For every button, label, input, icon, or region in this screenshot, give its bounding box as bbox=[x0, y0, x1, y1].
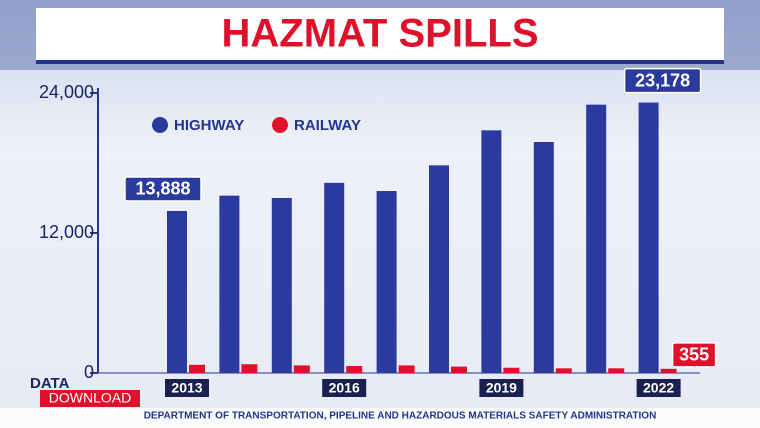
bar bbox=[533, 142, 554, 373]
bar bbox=[638, 102, 659, 373]
legend-swatch bbox=[152, 117, 168, 133]
x-tick-label: 2013 bbox=[171, 380, 202, 396]
bar bbox=[293, 365, 310, 373]
bar bbox=[586, 104, 607, 374]
y-tick-label: 12,000 bbox=[39, 222, 94, 242]
bar bbox=[555, 368, 572, 373]
year-box bbox=[479, 379, 524, 397]
brand-data: DATA bbox=[30, 375, 70, 392]
value-label-box bbox=[124, 176, 202, 202]
chart-title: HAZMAT SPILLS bbox=[221, 12, 538, 56]
bar bbox=[398, 365, 415, 373]
bar bbox=[324, 182, 345, 373]
bar bbox=[167, 210, 187, 373]
value-label: 355 bbox=[679, 345, 709, 365]
bar bbox=[346, 366, 363, 373]
title-underline bbox=[36, 60, 724, 64]
source: DEPARTMENT OF TRANSPORTATION, PIPELINE A… bbox=[144, 411, 657, 422]
bar bbox=[189, 364, 205, 373]
x-tick-label: 2019 bbox=[486, 380, 517, 396]
x-tick-label: 2016 bbox=[329, 380, 360, 396]
bar bbox=[271, 198, 292, 373]
legend-label: RAILWAY bbox=[294, 117, 361, 134]
bar bbox=[241, 364, 258, 373]
brand-download: DOWNLOAD bbox=[49, 390, 131, 406]
y-tick-label: 0 bbox=[84, 362, 94, 382]
bar bbox=[429, 165, 449, 373]
footer-band bbox=[0, 408, 760, 428]
value-label: 13,888 bbox=[135, 179, 190, 199]
bar bbox=[376, 191, 397, 373]
year-box bbox=[322, 379, 367, 397]
bar bbox=[481, 130, 502, 373]
bar bbox=[219, 195, 240, 373]
bar bbox=[451, 366, 467, 373]
legend-swatch bbox=[272, 117, 288, 133]
year-box bbox=[636, 379, 681, 397]
legend-label: HIGHWAY bbox=[174, 117, 244, 134]
title-box bbox=[36, 8, 724, 62]
bar bbox=[660, 368, 677, 373]
y-tick-label: 24,000 bbox=[39, 82, 94, 102]
value-label: 23,178 bbox=[635, 70, 690, 90]
value-label-box bbox=[671, 342, 717, 368]
bar bbox=[503, 367, 520, 373]
brand-box bbox=[40, 390, 140, 407]
x-tick-label: 2022 bbox=[643, 380, 674, 396]
value-label-box bbox=[623, 67, 702, 94]
year-box bbox=[165, 379, 209, 397]
bar bbox=[608, 368, 625, 373]
